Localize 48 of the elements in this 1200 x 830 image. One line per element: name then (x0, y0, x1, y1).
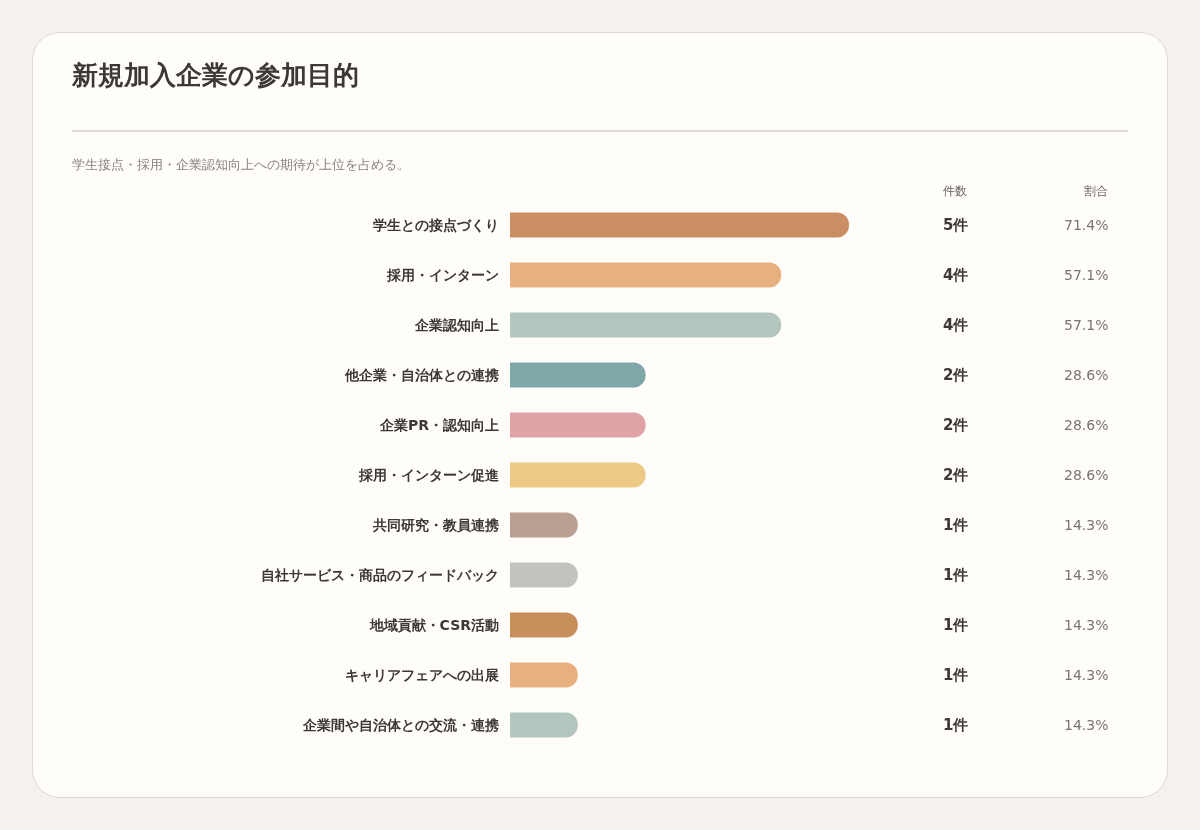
text: 14.3% (1064, 617, 1109, 633)
data-label: 4件 (943, 266, 969, 284)
y-tick-label: キャリアフェアへの出展 (345, 666, 499, 683)
text: 28.6% (1064, 417, 1109, 433)
bar (510, 312, 782, 338)
bar (510, 212, 849, 238)
text: 57.1% (1064, 317, 1109, 333)
text: 14.3% (1064, 667, 1109, 683)
text: 71.4% (1064, 217, 1109, 233)
y-tick-label: 共同研究・教員連携 (372, 516, 499, 533)
text: 割合 (1084, 184, 1108, 198)
bar (510, 412, 646, 438)
bar (510, 462, 646, 488)
y-tick-label: 学生との接点づくり (373, 216, 499, 233)
data-label: 4件 (943, 316, 969, 334)
data-label: 1件 (943, 566, 969, 584)
text: 新規加入企業の参加目的 (72, 59, 359, 92)
bar (510, 612, 578, 638)
bar (510, 662, 578, 688)
data-label: 1件 (943, 666, 969, 684)
data-label: 2件 (943, 366, 969, 384)
y-tick-label: 企業間や自治体との交流・連携 (302, 716, 499, 733)
data-label: 2件 (943, 466, 969, 484)
bar (510, 262, 782, 288)
y-tick-label: 採用・インターン (386, 266, 499, 283)
text: 件数 (943, 184, 967, 198)
data-label: 1件 (943, 616, 969, 634)
y-tick-label: 自社サービス・商品のフィードバック (261, 566, 499, 583)
data-label: 5件 (943, 216, 969, 234)
data-label: 1件 (943, 716, 969, 734)
y-tick-label: 企業認知向上 (414, 316, 499, 333)
bar (510, 512, 578, 538)
text: 28.6% (1064, 467, 1109, 483)
y-tick-label: 他企業・自治体との連携 (344, 366, 499, 383)
bar (510, 362, 646, 388)
text: 14.3% (1064, 717, 1109, 733)
text: 57.1% (1064, 267, 1109, 283)
y-tick-label: 企業PR・認知向上 (378, 416, 499, 433)
text: 14.3% (1064, 567, 1109, 583)
y-tick-label: 採用・インターン促進 (358, 466, 500, 483)
text: 学生接点・採用・企業認知向上への期待が上位を占める。 (72, 156, 410, 174)
text: 28.6% (1064, 367, 1109, 383)
y-tick-label: 地域貢献・CSR活動 (368, 616, 499, 633)
bar (510, 712, 578, 738)
bar (510, 562, 578, 588)
data-label: 1件 (943, 516, 969, 534)
data-label: 2件 (943, 416, 969, 434)
text: 14.3% (1064, 517, 1109, 533)
